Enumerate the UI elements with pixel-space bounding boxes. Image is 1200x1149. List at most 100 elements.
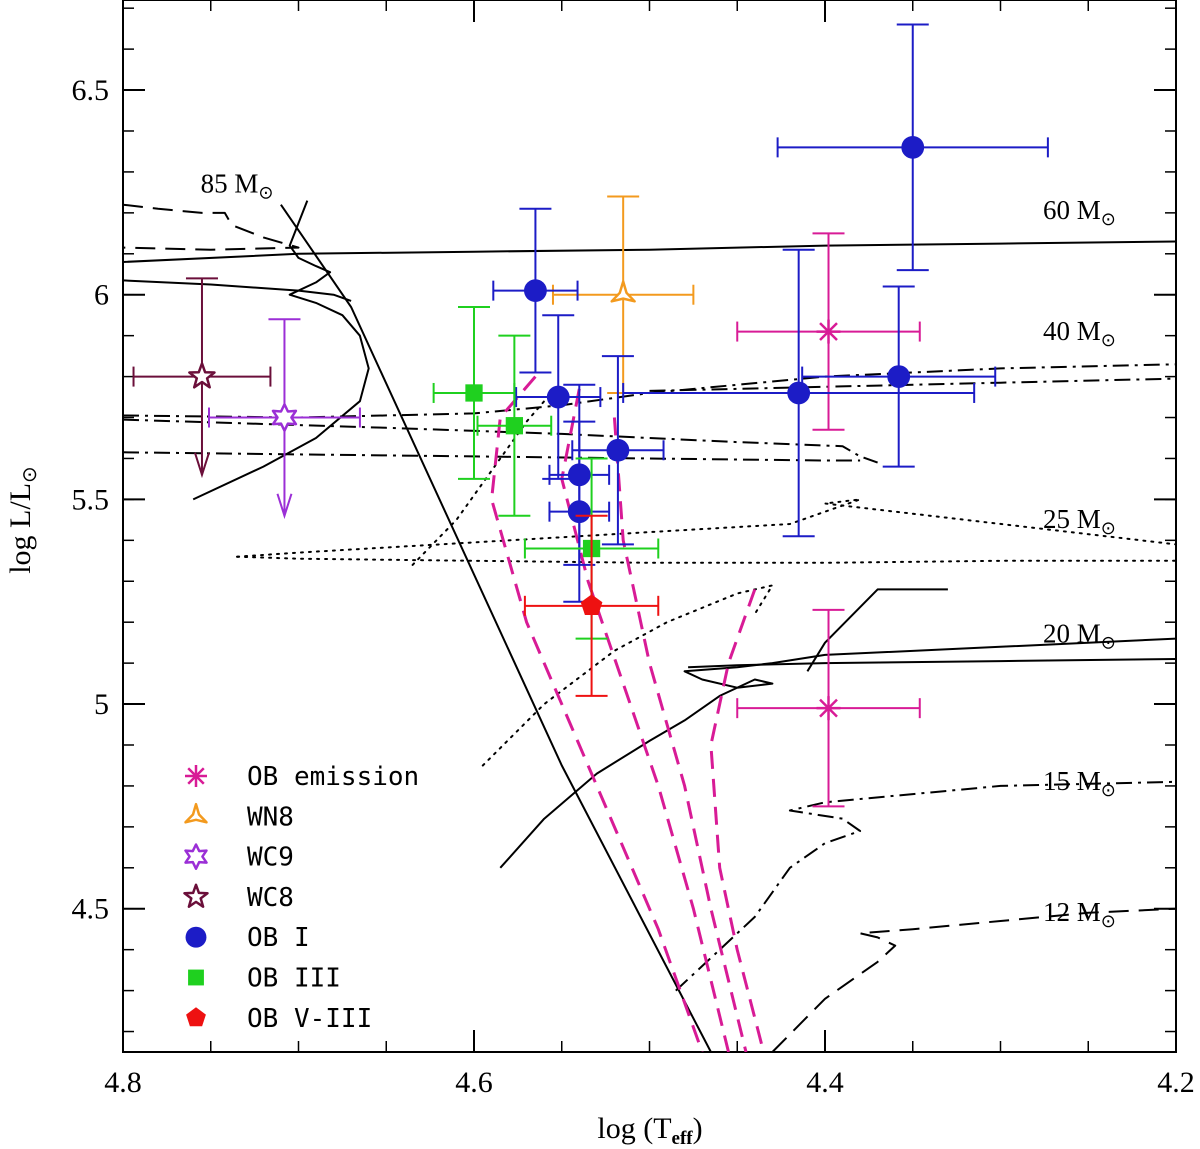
point-marker	[787, 381, 811, 405]
legend-entry: WN8	[184, 802, 294, 832]
track-60b	[123, 279, 352, 302]
data-point	[515, 314, 602, 480]
mass-labels: 85 M⊙ 60 M⊙ 40 M⊙ 25 M⊙ 20 M⊙ 15 M⊙ 12 M⊙	[201, 168, 1116, 931]
legend-entry: OB emission	[185, 762, 419, 792]
track-15	[675, 780, 1176, 992]
mass-label: 20 M⊙	[1043, 619, 1116, 653]
legend-label: OB V-III	[247, 1004, 372, 1034]
legend-entry: WC8	[183, 883, 294, 913]
marker-circle	[546, 385, 570, 409]
data-point	[207, 318, 361, 520]
mass-label: 60 M⊙	[1043, 195, 1116, 229]
point-marker	[271, 403, 298, 432]
point-marker	[816, 696, 841, 721]
mass-label: 40 M⊙	[1043, 316, 1116, 350]
marker-square	[188, 969, 204, 986]
marker-tri	[610, 280, 636, 303]
legend-marker	[188, 969, 204, 986]
marker-circle	[887, 365, 911, 388]
data-point	[492, 207, 579, 374]
marker-circle	[901, 135, 925, 159]
marker-circle	[524, 279, 547, 303]
marker-pentagon	[580, 594, 603, 615]
data-point	[736, 608, 921, 808]
marker-square	[465, 384, 483, 402]
track-40d	[649, 377, 1176, 392]
legend-label: OB emission	[247, 762, 419, 792]
track-40c	[123, 451, 861, 462]
x-tick-label: 4.6	[455, 1066, 493, 1099]
data-point	[523, 514, 660, 697]
legend-label: OB I	[247, 923, 310, 953]
legend-entry: OB III	[188, 964, 341, 994]
marker-circle	[567, 500, 591, 524]
marker-circle	[606, 438, 630, 462]
legend-label: WC9	[247, 843, 294, 873]
track-85	[192, 200, 370, 501]
track-40b	[123, 418, 878, 464]
data-point	[432, 306, 516, 480]
track-25b	[236, 498, 1176, 558]
isochrone	[490, 375, 704, 1052]
mass-label: 25 M⊙	[1043, 504, 1116, 538]
upper-limit-arrow	[194, 452, 210, 479]
point-marker	[505, 417, 524, 435]
upper-limit-arrow	[276, 493, 293, 520]
y-axis-title: log L/L⊙	[4, 466, 41, 574]
marker-star	[184, 843, 208, 870]
track-25c	[411, 400, 546, 566]
legend-marker	[185, 765, 207, 787]
marker-asterisk-arm	[187, 767, 205, 785]
marker-star	[183, 883, 209, 908]
y-tick-label: 4.5	[72, 893, 110, 926]
marker-tri	[184, 802, 208, 824]
point-marker	[606, 438, 630, 462]
data-point	[801, 285, 997, 468]
point-marker	[567, 500, 591, 524]
mass-label: 15 M⊙	[1043, 766, 1116, 800]
marker-pentagon	[186, 1007, 206, 1027]
data-point	[776, 23, 1049, 272]
legend-entry: WC9	[184, 843, 294, 873]
marker-asterisk-arm	[819, 698, 838, 718]
mass-label: 85 M⊙	[201, 168, 274, 202]
track-12	[771, 907, 1176, 1052]
point-marker	[580, 594, 603, 615]
data-point	[551, 195, 695, 394]
legend-marker	[184, 802, 208, 824]
legend: OB emission WN8 WC9 WC8 OB I OB III OB V-III	[183, 762, 419, 1034]
x-tick-label: 4.8	[104, 1066, 142, 1099]
y-tick-label: 6	[94, 279, 109, 312]
point-marker	[546, 385, 570, 409]
zams-line	[280, 204, 712, 1052]
isochrone	[560, 388, 730, 1052]
marker-star	[188, 362, 216, 389]
marker-circle	[787, 381, 811, 405]
point-marker	[901, 135, 925, 159]
data-point	[622, 248, 976, 538]
legend-marker	[185, 926, 207, 948]
y-tick-label: 5	[94, 688, 109, 721]
data-points	[132, 23, 1049, 808]
data-point	[548, 420, 611, 603]
track-60	[123, 240, 1176, 263]
isochrones	[490, 375, 766, 1052]
isochrone	[612, 417, 748, 1052]
track-20b	[688, 658, 1176, 669]
data-point	[571, 355, 665, 546]
legend-label: WN8	[247, 802, 294, 832]
legend-marker	[184, 843, 208, 870]
legend-entry: OB V-III	[186, 1004, 372, 1034]
legend-entry: OB I	[185, 923, 310, 953]
x-tick-label: 4.2	[1157, 1066, 1195, 1099]
point-marker	[465, 384, 483, 402]
marker-star	[271, 403, 298, 432]
isochrone	[709, 588, 766, 1052]
marker-asterisk-arm	[819, 322, 838, 341]
legend-label: OB III	[247, 964, 341, 994]
legend-marker	[186, 1007, 206, 1027]
y-tick-label: 6.5	[72, 74, 110, 107]
x-tick-label: 4.4	[806, 1066, 844, 1099]
ticks: 4.8 4.6 4.4 4.2 4.5 5 5.5 6 6.5	[72, 0, 1195, 1099]
